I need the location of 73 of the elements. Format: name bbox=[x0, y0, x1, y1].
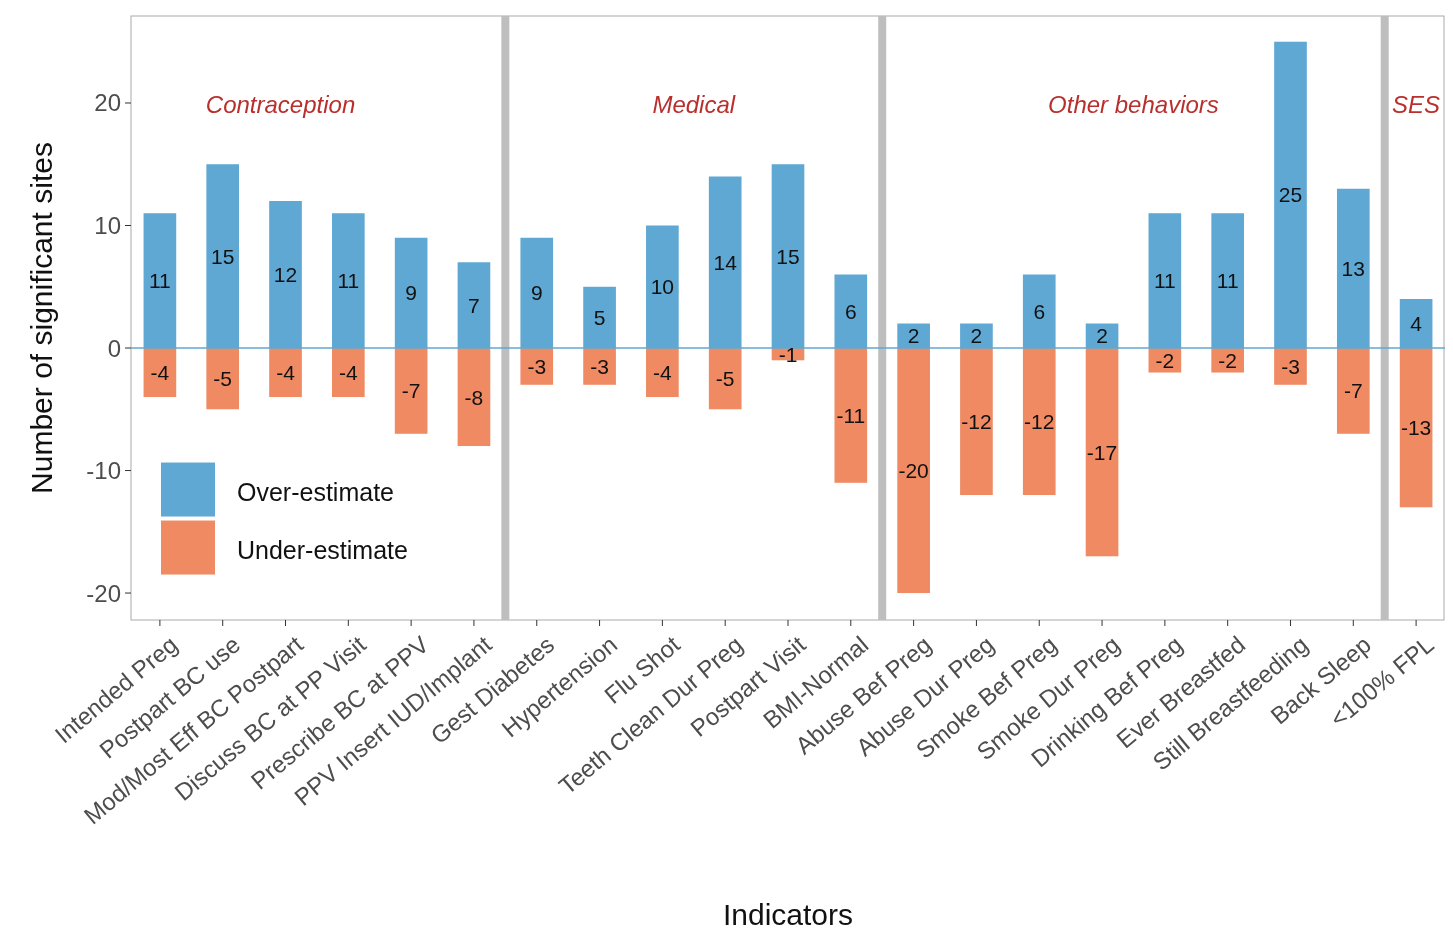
data-label: -12 bbox=[961, 410, 992, 434]
data-label: 7 bbox=[468, 293, 480, 317]
legend-label: Under-estimate bbox=[237, 535, 408, 564]
bar bbox=[457, 348, 491, 447]
bar bbox=[394, 348, 428, 434]
x-axis-title: Indicators bbox=[722, 898, 854, 931]
data-label: 5 bbox=[593, 305, 606, 329]
data-label: 6 bbox=[844, 299, 857, 323]
bar bbox=[206, 348, 240, 410]
annotation: Medical bbox=[652, 91, 736, 119]
bar bbox=[960, 348, 993, 496]
data-label: -17 bbox=[1086, 440, 1118, 464]
data-label: -8 bbox=[464, 385, 484, 409]
bar bbox=[1085, 348, 1119, 557]
data-label: 11 bbox=[148, 269, 171, 293]
bar bbox=[520, 348, 554, 385]
annotation: SES bbox=[1392, 91, 1441, 119]
data-label: -3 bbox=[590, 354, 609, 378]
data-label: 13 bbox=[1341, 256, 1365, 280]
data-label: 10 bbox=[650, 275, 675, 299]
data-label: 9 bbox=[530, 281, 543, 305]
bar bbox=[834, 348, 868, 483]
data-label: 2 bbox=[970, 324, 983, 348]
legend-label: Over-estimate bbox=[237, 477, 394, 506]
bar bbox=[331, 348, 365, 398]
data-label: 15 bbox=[776, 244, 800, 268]
bar bbox=[646, 348, 679, 398]
data-label: -3 bbox=[527, 354, 547, 378]
bar bbox=[1399, 348, 1433, 508]
data-label: -4 bbox=[338, 361, 358, 385]
data-label: 14 bbox=[713, 250, 738, 274]
data-label: -12 bbox=[1024, 410, 1055, 434]
bar bbox=[1274, 348, 1307, 385]
y-tick-label: -10 bbox=[86, 457, 121, 485]
data-label: -5 bbox=[213, 367, 233, 391]
bar bbox=[1336, 348, 1370, 434]
bar bbox=[1022, 348, 1056, 496]
data-label: 15 bbox=[211, 244, 235, 268]
y-axis-title: Number of significant sites bbox=[25, 142, 58, 494]
bar bbox=[708, 348, 742, 410]
data-label: 2 bbox=[1096, 324, 1108, 348]
data-label: -7 bbox=[1343, 379, 1363, 403]
data-label: 9 bbox=[405, 281, 417, 305]
data-label: 25 bbox=[1278, 183, 1303, 207]
data-label: -4 bbox=[150, 361, 170, 385]
data-label: -20 bbox=[898, 459, 929, 483]
data-label: -11 bbox=[836, 403, 866, 427]
data-label: 11 bbox=[337, 269, 360, 293]
data-label: 11 bbox=[1216, 269, 1239, 293]
data-label: -13 bbox=[1400, 416, 1432, 440]
bar bbox=[143, 348, 177, 398]
data-label: 11 bbox=[1153, 269, 1176, 293]
bar bbox=[583, 348, 616, 385]
data-label: -2 bbox=[1155, 348, 1175, 372]
y-tick-label: 10 bbox=[94, 212, 121, 239]
data-label: -2 bbox=[1218, 348, 1238, 372]
y-tick-label: 0 bbox=[107, 334, 121, 362]
data-label: -4 bbox=[276, 361, 296, 385]
annotation: Other behaviors bbox=[1048, 91, 1219, 119]
data-label: 4 bbox=[1410, 312, 1423, 336]
bar bbox=[269, 348, 302, 398]
data-label: 2 bbox=[907, 324, 920, 348]
y-tick-label: 20 bbox=[94, 89, 121, 117]
annotation: Contraception bbox=[205, 91, 356, 119]
data-label: -3 bbox=[1281, 354, 1300, 378]
data-label: -1 bbox=[778, 342, 798, 366]
data-label: -4 bbox=[653, 361, 673, 385]
bar bbox=[897, 348, 930, 594]
data-label: -5 bbox=[715, 367, 735, 391]
data-label: 6 bbox=[1033, 299, 1046, 323]
data-label: -7 bbox=[401, 379, 421, 403]
data-label: 12 bbox=[273, 263, 298, 287]
y-tick-label: -20 bbox=[86, 579, 121, 607]
